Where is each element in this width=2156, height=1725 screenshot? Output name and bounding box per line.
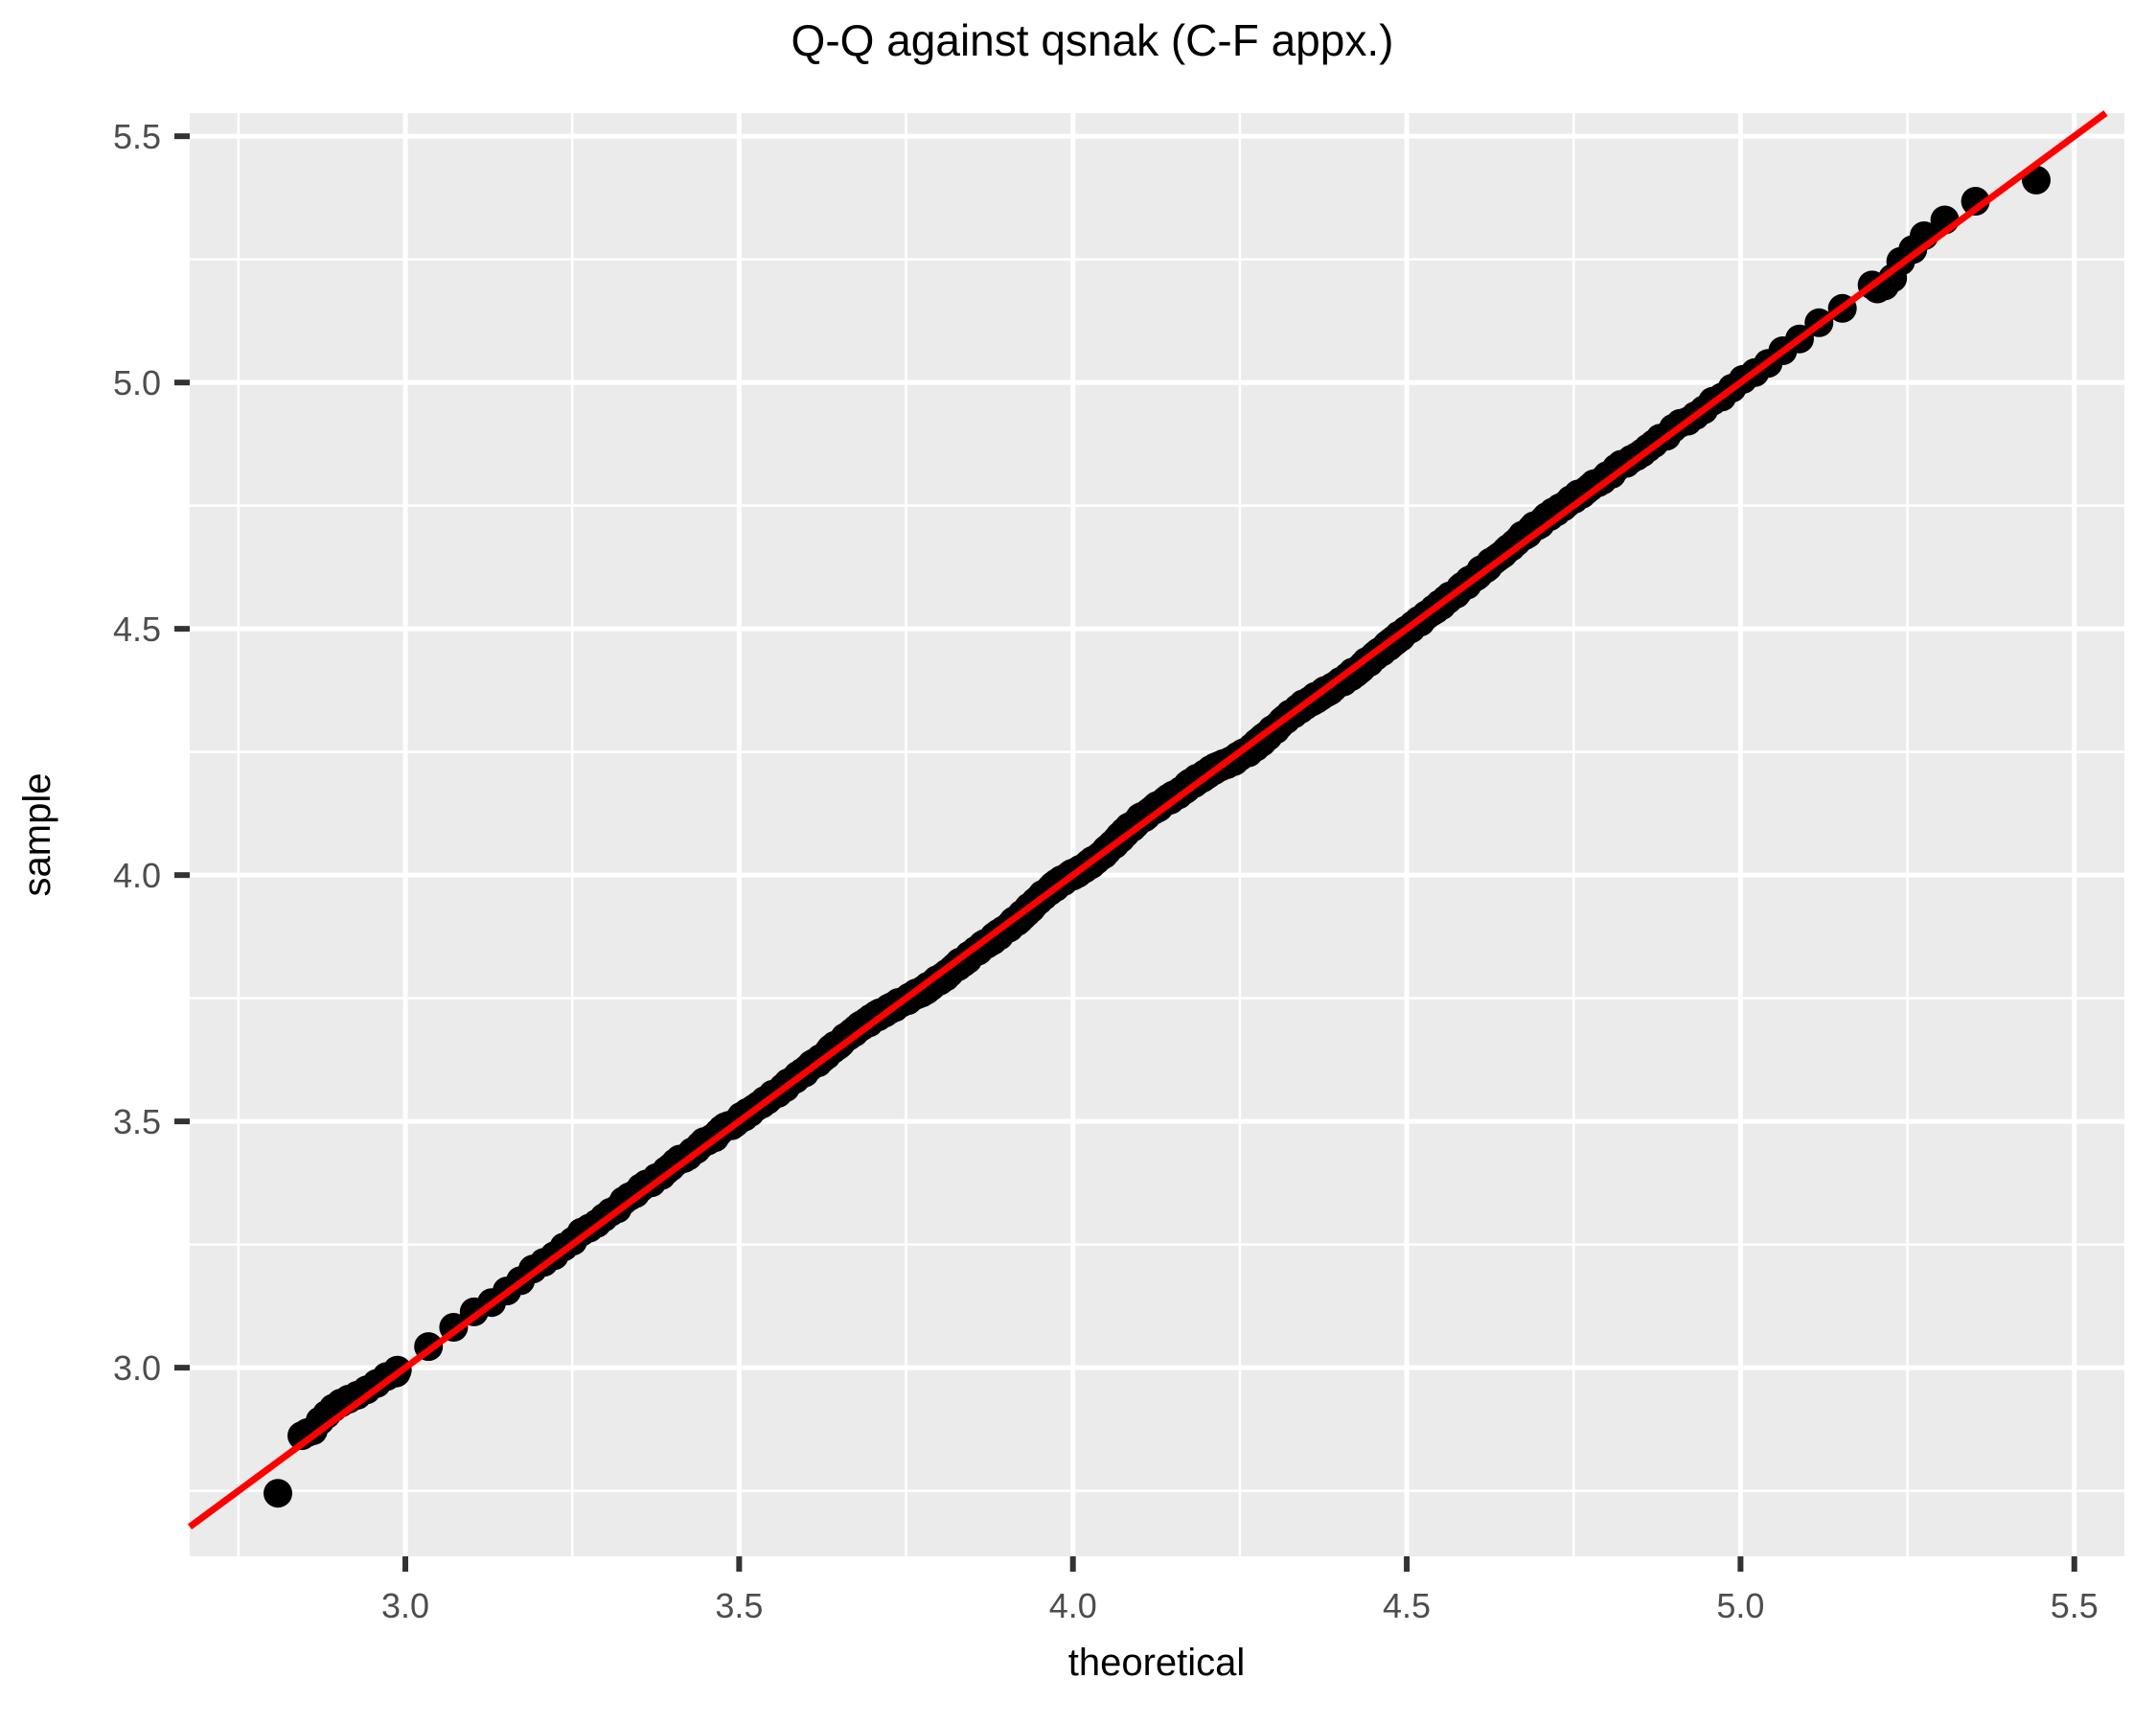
y-tick-label: 4.0: [113, 856, 161, 895]
minor-gridlines: [190, 113, 2124, 1556]
major-gridlines: [190, 113, 2124, 1556]
x-tick-label: 5.0: [1716, 1586, 1764, 1625]
plot-panel: [190, 113, 2124, 1556]
reference-line: [187, 110, 2108, 1530]
x-tick-label: 3.5: [715, 1586, 763, 1625]
y-tick-label: 5.5: [113, 117, 161, 156]
y-tick-label: 4.5: [113, 610, 161, 649]
axis-tick-labels: 3.0 3.5 4.0 4.5 5.0 5.5 3.0 3.5 4.0 4.5 5.0 5.5: [113, 117, 2099, 1625]
x-tick-label: 3.0: [381, 1586, 429, 1625]
y-axis-title: sample: [16, 773, 58, 897]
x-tick-label: 4.0: [1049, 1586, 1097, 1625]
x-tick-label: 4.5: [1383, 1586, 1431, 1625]
x-tick-label: 5.5: [2051, 1586, 2099, 1625]
plot-title: Q-Q against qsnak (C-F appx.): [791, 15, 1394, 65]
y-tick-label: 3.5: [113, 1102, 161, 1141]
qq-point: [1961, 187, 1990, 216]
y-tick-label: 5.0: [113, 363, 161, 402]
x-axis-title: theoretical: [1068, 1642, 1246, 1684]
y-tick-label: 3.0: [113, 1348, 161, 1388]
qq-point: [264, 1479, 292, 1508]
axis-tick-marks: [174, 133, 2077, 1572]
